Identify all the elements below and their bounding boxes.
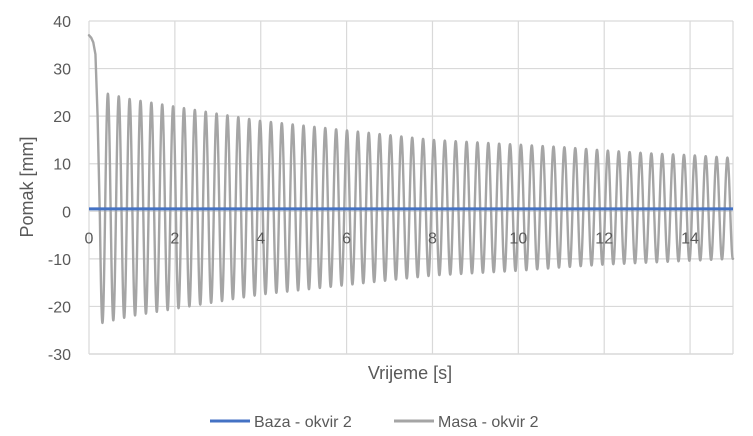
x-tick-label: 8	[428, 230, 437, 247]
y-tick-label: -30	[48, 347, 71, 364]
y-tick-label: 0	[62, 204, 71, 221]
series-line-masa	[87, 34, 735, 325]
y-tick-label: -10	[48, 252, 71, 269]
x-tick-label: 4	[256, 230, 265, 247]
series-layer	[87, 34, 735, 325]
x-tick-label: 10	[509, 230, 527, 247]
y-tick-label: 10	[53, 157, 71, 174]
y-axis-title: Pomak [mm]	[17, 136, 37, 237]
legend: Baza - okvir 2 Masa - okvir 2	[210, 414, 539, 431]
x-tick-label: 6	[342, 230, 351, 247]
x-tick-label: 12	[595, 230, 613, 247]
x-tick-label: 14	[681, 230, 699, 247]
ticks-layer: -30 -20 -10 0 10 20 30 40 0 2 4 6 8 10 12 14	[48, 14, 699, 364]
x-axis-title: Vrijeme [s]	[368, 363, 452, 383]
legend-label-masa: Masa - okvir 2	[438, 414, 539, 431]
x-tick-label: 2	[170, 230, 179, 247]
legend-label-baza: Baza - okvir 2	[254, 414, 352, 431]
y-tick-label: -20	[48, 299, 71, 316]
x-tick-label: 0	[85, 230, 94, 247]
y-tick-label: 20	[53, 109, 71, 126]
y-tick-label: 40	[53, 14, 71, 31]
y-tick-label: 30	[53, 62, 71, 79]
